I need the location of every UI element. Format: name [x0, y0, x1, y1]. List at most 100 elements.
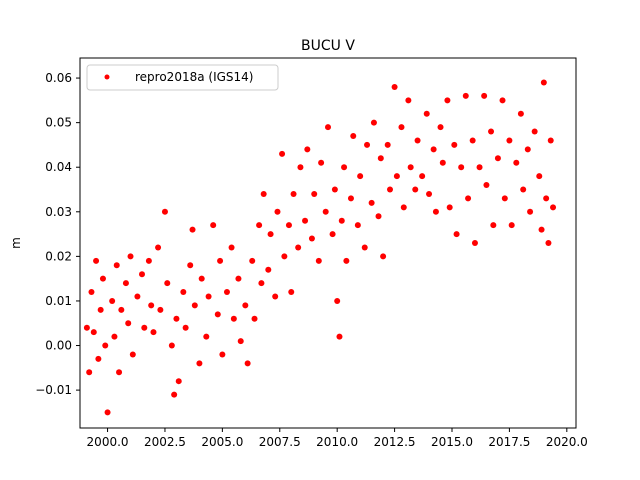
data-point: [488, 128, 495, 135]
x-tick-label: 2005.0: [201, 435, 243, 449]
data-point: [398, 124, 405, 131]
data-point: [501, 195, 508, 202]
data-point: [368, 199, 375, 206]
data-point: [331, 186, 338, 193]
x-tick-label: 2012.5: [374, 435, 416, 449]
data-point: [540, 79, 547, 86]
data-point: [217, 257, 224, 264]
data-point: [384, 141, 391, 148]
data-point: [412, 186, 419, 193]
data-point: [302, 217, 309, 224]
y-tick-label: 0.06: [45, 71, 72, 85]
data-point: [157, 306, 164, 313]
data-point: [97, 306, 104, 313]
data-point: [86, 369, 93, 376]
data-point: [506, 137, 513, 144]
data-point: [550, 204, 557, 211]
data-point: [453, 231, 460, 238]
data-point: [444, 97, 451, 104]
data-point: [430, 146, 437, 153]
data-point: [145, 257, 152, 264]
data-point: [458, 164, 465, 171]
legend-marker: [104, 74, 110, 80]
data-point: [308, 235, 315, 242]
data-point: [437, 124, 444, 131]
data-point: [139, 271, 145, 278]
data-point: [508, 222, 515, 229]
data-point: [538, 226, 545, 233]
data-point: [295, 244, 302, 251]
data-point: [419, 173, 426, 180]
x-tick-label: 2000.0: [87, 435, 129, 449]
data-point: [469, 137, 476, 144]
chart-title: BUCU V: [301, 38, 355, 54]
data-point: [343, 257, 350, 264]
data-point: [203, 333, 210, 340]
data-point: [520, 186, 527, 193]
data-point: [547, 137, 554, 144]
data-point: [380, 253, 387, 260]
data-point: [471, 240, 478, 246]
data-point: [164, 280, 171, 287]
data-point: [251, 315, 258, 322]
data-point: [116, 369, 123, 376]
data-point: [267, 231, 274, 238]
y-tick-label: 0.00: [45, 339, 72, 353]
data-point: [451, 141, 458, 148]
data-point: [83, 324, 90, 331]
data-point: [122, 280, 129, 287]
data-point: [414, 137, 421, 144]
data-point: [196, 360, 203, 367]
data-point: [354, 222, 361, 229]
data-point: [426, 190, 433, 197]
data-point: [249, 257, 256, 264]
data-point: [279, 150, 286, 157]
y-tick-label: 0.02: [45, 249, 72, 263]
data-point: [256, 222, 263, 229]
data-point: [517, 110, 524, 117]
data-point: [531, 128, 538, 135]
data-point: [88, 289, 95, 296]
data-point: [111, 333, 118, 340]
data-point: [536, 173, 543, 180]
data-point: [168, 342, 175, 349]
data-point: [265, 266, 272, 273]
data-point: [175, 378, 182, 385]
y-axis-ticks: −0.01 0.00 0.01 0.02 0.03 0.04 0.05 0.06: [35, 71, 80, 397]
data-point: [118, 306, 125, 313]
data-point: [347, 195, 354, 202]
data-point: [377, 155, 384, 162]
x-axis-ticks: 2000.0 2002.5 2005.0 2007.5 2010.0 2012.5 2015…: [87, 428, 588, 449]
data-point: [187, 262, 194, 269]
data-point: [364, 141, 371, 148]
data-point: [281, 253, 288, 260]
data-point: [223, 289, 230, 296]
data-point: [446, 204, 453, 211]
data-point: [545, 240, 552, 246]
data-point: [329, 231, 336, 238]
data-point: [476, 164, 483, 171]
data-point: [161, 208, 168, 215]
data-point: [272, 293, 279, 300]
data-point: [499, 97, 506, 104]
data-point: [494, 155, 501, 162]
data-point: [235, 275, 242, 282]
data-point: [423, 110, 430, 117]
data-point: [219, 351, 226, 358]
data-point: [189, 226, 196, 233]
x-tick-label: 2015.0: [431, 435, 473, 449]
data-point: [148, 302, 155, 309]
data-point: [205, 293, 212, 300]
data-point: [99, 275, 106, 282]
data-point: [527, 208, 534, 215]
data-point: [338, 217, 345, 224]
data-point: [228, 244, 235, 251]
data-point: [182, 324, 189, 331]
data-point: [93, 257, 100, 264]
data-point: [439, 159, 446, 166]
data-point: [260, 190, 267, 197]
data-point: [393, 173, 400, 180]
data-point: [127, 253, 134, 260]
x-tick-label: 2017.5: [488, 435, 530, 449]
